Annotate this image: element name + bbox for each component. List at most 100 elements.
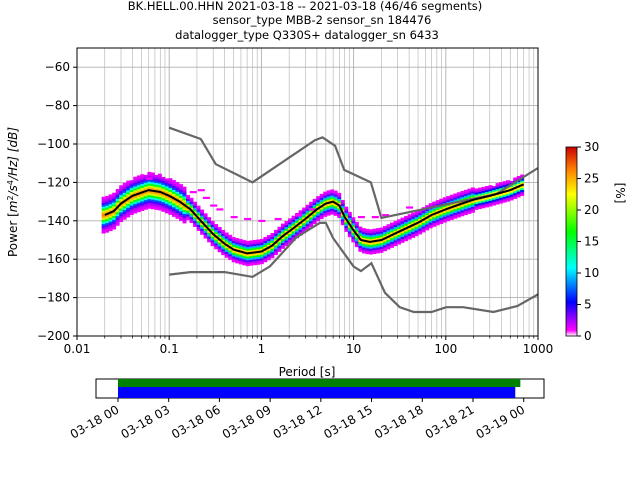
heat-cell <box>337 211 342 215</box>
colorbar-tick-label: 30 <box>584 140 599 154</box>
heat-cell <box>386 237 391 240</box>
heat-cell <box>442 199 447 202</box>
heat-cell <box>129 193 134 196</box>
heat-cell <box>312 200 317 204</box>
heat-cell <box>214 239 219 242</box>
heat-cell <box>330 202 335 206</box>
heat-cell <box>210 222 215 226</box>
heat-cell <box>157 200 162 203</box>
heat-cell <box>432 220 437 223</box>
heat-cell <box>333 190 338 193</box>
heat-cell <box>305 208 310 211</box>
heat-cell <box>140 195 145 198</box>
heat-cell <box>414 212 419 216</box>
heat-cell <box>295 234 300 237</box>
heat-cell <box>379 233 384 236</box>
heat-cell <box>333 196 338 199</box>
heat-cell <box>281 227 285 230</box>
heat-cell <box>284 238 289 241</box>
heat-cell <box>154 201 159 205</box>
heat-cell <box>221 243 226 246</box>
heat-cell <box>238 244 243 248</box>
heat-cell <box>333 213 338 216</box>
heat-cell <box>323 201 328 204</box>
heat-cell <box>126 194 131 197</box>
heat-cell <box>150 187 155 191</box>
heat-cell <box>249 253 254 257</box>
heat-cell <box>485 205 489 208</box>
heat-cell <box>467 190 472 193</box>
heat-cell <box>344 229 349 232</box>
heat-cell <box>175 189 180 192</box>
heat-cell <box>495 196 500 199</box>
heat-cell <box>231 256 236 259</box>
heat-cell <box>281 231 285 234</box>
heat-cell <box>249 257 254 260</box>
heat-cell <box>351 230 356 233</box>
colorbar-tick-label: 10 <box>584 266 599 280</box>
heat-cell <box>266 238 271 242</box>
heat-cell <box>161 209 166 212</box>
heat-cell <box>344 225 349 229</box>
heat-cell <box>175 197 180 200</box>
heat-cell <box>150 203 155 206</box>
heat-cell <box>235 257 240 260</box>
heat-cell <box>309 211 314 214</box>
heat-cell <box>263 236 268 240</box>
heat-cell <box>136 183 141 186</box>
heat-cell <box>266 254 271 257</box>
heat-cell <box>273 231 278 234</box>
heat-cell <box>337 202 342 205</box>
heat-cell <box>157 185 162 188</box>
heat-cell <box>252 253 257 256</box>
heat-cell <box>115 223 120 226</box>
heat-cell <box>499 195 504 198</box>
heat-cell <box>252 257 257 260</box>
heat-cell <box>256 243 261 246</box>
heat-cell <box>224 251 229 254</box>
heat-cell <box>228 250 233 253</box>
heat-cell <box>291 234 296 238</box>
heat-cell <box>210 220 215 224</box>
heat-cell <box>150 185 155 189</box>
heat-cell <box>252 243 257 247</box>
heat-cell <box>150 180 155 183</box>
heat-cell <box>509 196 514 199</box>
heat-cell <box>228 236 233 239</box>
heat-cell <box>154 198 159 201</box>
heat-cell <box>186 214 190 217</box>
heat-cell <box>115 198 120 201</box>
heat-cell <box>474 201 479 205</box>
heat-cell <box>157 173 162 176</box>
heat-cell <box>474 200 479 203</box>
heat-cell <box>383 235 387 238</box>
heat-cell <box>266 242 271 245</box>
heat-cell <box>421 230 426 233</box>
heat-cell <box>150 193 155 196</box>
heat-cell <box>453 195 458 198</box>
heat-cell <box>140 183 145 187</box>
heat-cell <box>182 201 187 205</box>
heat-cell <box>425 218 430 221</box>
heat-cell-outlier <box>145 177 153 180</box>
heat-cell <box>179 207 183 210</box>
heat-cell <box>175 195 180 198</box>
heat-cell <box>193 217 198 220</box>
heat-cell-outlier <box>210 204 218 207</box>
heat-cell <box>189 220 194 224</box>
heat-cell <box>460 208 465 211</box>
heat-cell <box>439 198 444 201</box>
heat-cell <box>136 186 141 190</box>
heat-cell <box>453 197 458 200</box>
heat-cell <box>361 247 366 250</box>
heat-cell <box>414 234 419 237</box>
heat-cell <box>221 239 226 242</box>
heat-cell <box>224 255 229 258</box>
heat-cell <box>477 191 482 194</box>
heat-cell <box>196 224 201 228</box>
heat-cell <box>442 214 447 217</box>
heat-cell <box>288 237 292 240</box>
heat-cell <box>305 223 310 227</box>
heat-cell <box>288 235 292 238</box>
